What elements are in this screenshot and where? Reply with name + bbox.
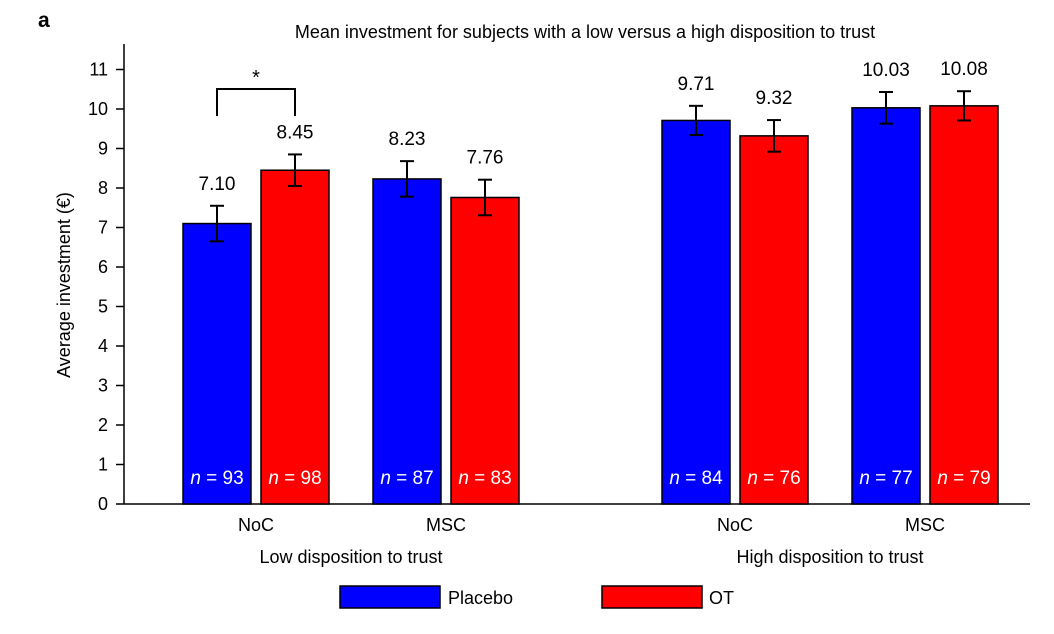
value-label: 9.32	[756, 88, 793, 109]
value-label: 9.71	[678, 74, 715, 95]
category-label: NoC	[238, 515, 274, 535]
chart-title: Mean investment for subjects with a low …	[295, 22, 875, 42]
bar-ot	[260, 169, 330, 505]
bar-placebo	[851, 107, 921, 505]
y-tick-label: 7	[98, 218, 108, 238]
y-tick-label: 11	[89, 60, 108, 80]
y-tick-label: 1	[98, 455, 108, 475]
legend-swatch-ot	[601, 585, 703, 609]
value-label: 10.08	[940, 59, 988, 80]
bar-placebo	[372, 178, 442, 505]
legend: Placebo OT	[339, 585, 734, 609]
bar-ot	[450, 196, 520, 505]
n-label: n = 98	[268, 468, 321, 489]
group-label: Low disposition to trust	[259, 547, 442, 567]
y-tick-label: 2	[98, 415, 108, 435]
significance-bracket	[216, 88, 296, 116]
y-tick-label: 3	[98, 376, 108, 396]
value-label: 7.10	[199, 174, 236, 195]
bar-ot	[929, 105, 999, 505]
significance-marker: *	[252, 67, 260, 89]
y-axis-label: Average investment (€)	[54, 192, 74, 378]
y-tick-label: 8	[98, 178, 108, 198]
value-label: 7.76	[467, 148, 504, 169]
y-tick-label: 9	[98, 139, 108, 159]
n-label: n = 83	[458, 468, 511, 489]
n-label: n = 77	[859, 468, 912, 489]
category-label: MSC	[426, 515, 466, 535]
bar-placebo	[182, 222, 252, 505]
category-label: MSC	[905, 515, 945, 535]
value-label: 8.23	[389, 129, 426, 150]
n-label: n = 93	[190, 468, 243, 489]
legend-label-ot: OT	[709, 588, 734, 608]
legend-label-placebo: Placebo	[448, 588, 513, 608]
panel-label: a	[38, 9, 50, 32]
group-label: High disposition to trust	[736, 547, 923, 567]
n-label: n = 84	[669, 468, 723, 489]
y-tick-label: 4	[98, 336, 108, 356]
bars	[182, 90, 999, 505]
y-tick-label: 0	[98, 494, 108, 514]
value-label: 10.03	[862, 60, 910, 81]
bar-ot	[739, 135, 809, 505]
value-label: 8.45	[277, 122, 314, 143]
category-label: NoC	[717, 515, 753, 535]
y-tick-label: 6	[98, 257, 108, 277]
bar-placebo	[661, 119, 731, 505]
n-label: n = 76	[747, 468, 800, 489]
y-tick-label: 10	[88, 99, 108, 119]
n-label: n = 79	[937, 468, 990, 489]
y-tick-label: 5	[98, 297, 108, 317]
n-label: n = 87	[380, 468, 433, 489]
labels: 7.10 n = 93 8.45 n = 98 NoC 8.23 n = 87 7.76 n =…	[190, 59, 990, 567]
legend-swatch-placebo	[339, 585, 441, 609]
